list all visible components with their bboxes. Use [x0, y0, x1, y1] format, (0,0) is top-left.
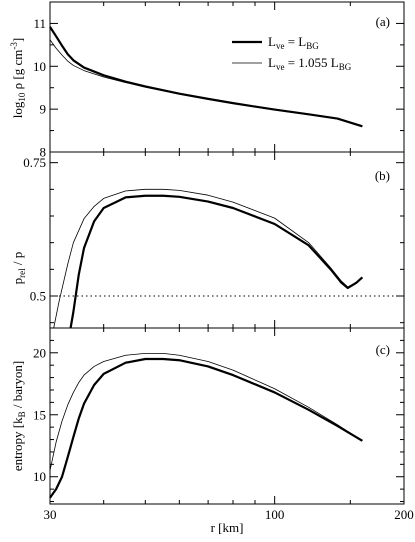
panel-b-frame [49, 151, 405, 329]
series-thin-b [53, 188, 363, 329]
panel-c: 10 15 20 (c) entropy [kB / baryon] 30 100 20… [10, 327, 414, 535]
y-tick-label-c: 15 [33, 407, 46, 422]
panel-c-tag: (c) [376, 342, 390, 357]
panel-c-ticks: 10 15 20 [33, 327, 405, 504]
panel-a-series [49, 26, 363, 128]
legend: Lve = LBG Lve = 1.055 LBG [232, 34, 352, 72]
series-thick-c [49, 357, 363, 499]
panel-c-series [49, 353, 363, 499]
panel-a: 8 9 10 11 (a) Lve = LBG Lve = 1.055 LBG log… [9, 1, 405, 160]
x-tick-label: 200 [394, 507, 414, 522]
panel-c-ylabel: entropy [kB / baryon] [10, 361, 27, 471]
x-axis-label: r [km] [211, 520, 244, 535]
legend-entry-1: Lve = LBG [268, 34, 319, 51]
x-tick-label: 100 [265, 507, 285, 522]
panel-a-ylabel: log10 ρ [g cm-3] [9, 38, 27, 118]
y-tick-label-b: 0.5 [30, 289, 46, 304]
y-tick-label-c: 10 [33, 469, 46, 484]
y-tick-label-c: 20 [33, 345, 46, 360]
panel-b-ticks: 0.5 0.75 [23, 152, 405, 328]
y-tick-label-b: 0.75 [23, 155, 46, 170]
series-thin-c [49, 353, 363, 471]
x-tick-label: 30 [44, 507, 57, 522]
panel-b-tag: (b) [375, 168, 390, 183]
panel-b: 0.5 0.75 (b) prel / p [10, 151, 405, 329]
y-tick-label-a: 9 [40, 102, 47, 117]
panel-a-ticks: 8 9 10 11 [33, 1, 405, 160]
panel-b-series [53, 188, 364, 329]
y-tick-label-a: 8 [40, 145, 47, 160]
legend-entry-2: Lve = 1.055 LBG [268, 55, 352, 72]
panel-b-ylabel: prel / p [10, 252, 27, 285]
y-tick-label-a: 11 [33, 16, 46, 31]
series-thick-b [69, 194, 364, 329]
x-tick-labels: 30 100 200 [44, 507, 414, 522]
panel-a-tag: (a) [376, 14, 390, 29]
series-thick-a [49, 26, 363, 128]
panel-c-frame [49, 327, 405, 505]
y-tick-label-a: 10 [33, 59, 46, 74]
series-thin-a [49, 39, 363, 127]
